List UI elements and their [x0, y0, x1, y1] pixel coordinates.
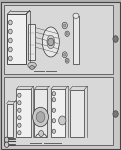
Circle shape — [64, 53, 66, 56]
Circle shape — [18, 116, 21, 120]
Circle shape — [8, 29, 12, 34]
Circle shape — [33, 107, 48, 127]
Circle shape — [8, 20, 12, 25]
Circle shape — [59, 116, 66, 125]
Bar — [73, 16, 79, 64]
Circle shape — [65, 31, 69, 36]
Circle shape — [18, 108, 21, 112]
Circle shape — [113, 111, 118, 117]
Bar — [16, 89, 31, 137]
Circle shape — [18, 101, 21, 105]
Circle shape — [66, 60, 68, 62]
Bar — [46, 71, 57, 72]
Circle shape — [65, 58, 69, 63]
Bar — [51, 89, 65, 137]
Circle shape — [8, 56, 12, 61]
Circle shape — [52, 98, 56, 102]
Bar — [4, 76, 113, 145]
Circle shape — [36, 112, 45, 122]
Bar — [34, 89, 47, 137]
Circle shape — [64, 24, 66, 27]
Bar — [44, 143, 62, 144]
Circle shape — [8, 47, 12, 52]
Circle shape — [39, 130, 44, 136]
Ellipse shape — [30, 66, 34, 69]
Bar — [28, 24, 35, 60]
Bar — [34, 71, 45, 72]
Circle shape — [48, 38, 54, 46]
Bar — [4, 5, 113, 74]
Ellipse shape — [47, 35, 55, 49]
Circle shape — [52, 92, 56, 96]
Ellipse shape — [73, 13, 79, 18]
Circle shape — [62, 22, 67, 29]
Circle shape — [18, 93, 21, 97]
Bar — [70, 90, 84, 136]
Circle shape — [18, 131, 21, 135]
Circle shape — [4, 142, 9, 147]
Ellipse shape — [42, 27, 59, 57]
Circle shape — [8, 38, 12, 43]
FancyBboxPatch shape — [7, 14, 26, 64]
Circle shape — [52, 119, 56, 123]
Ellipse shape — [28, 62, 36, 68]
Bar — [7, 103, 13, 136]
Circle shape — [66, 33, 68, 35]
Circle shape — [52, 129, 56, 133]
Bar — [30, 143, 42, 144]
Circle shape — [18, 123, 21, 127]
Circle shape — [4, 137, 9, 142]
Circle shape — [52, 108, 56, 112]
Circle shape — [62, 52, 67, 58]
Circle shape — [113, 36, 118, 42]
